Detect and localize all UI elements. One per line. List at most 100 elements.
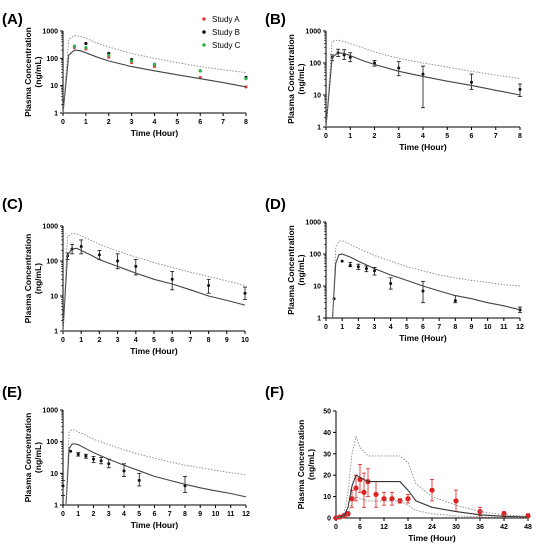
data-point <box>389 281 393 285</box>
x-axis-title: Time (Hour) <box>408 533 456 543</box>
x-tick-label: 0 <box>324 324 328 331</box>
data-point <box>453 299 457 303</box>
x-tick-label: 4 <box>153 119 157 126</box>
data-point <box>389 496 395 502</box>
y-axis-title-line: (ng/mL) <box>33 263 43 294</box>
x-tick-label: 12 <box>242 511 250 518</box>
x-tick-label: 24 <box>428 524 436 531</box>
x-tick-label: 9 <box>198 511 202 518</box>
data-point <box>364 267 368 271</box>
mean-prediction-curve <box>62 49 247 114</box>
x-tick-label: 7 <box>437 324 441 331</box>
data-point <box>397 66 401 70</box>
x-tick-label: 2 <box>92 511 96 518</box>
panel-label: (D) <box>265 196 286 213</box>
x-tick-label: 9 <box>225 337 229 344</box>
x-tick-label: 8 <box>183 511 187 518</box>
data-point <box>170 277 174 281</box>
y-axis-title-line: Plasma Concentration <box>23 27 33 117</box>
y-axis-title-line: Plasma Concentration <box>286 225 296 315</box>
x-tick-label: 3 <box>130 119 134 126</box>
x-tick-label: 1 <box>340 324 344 331</box>
data-point <box>421 289 425 293</box>
y-tick-label: 100 <box>309 61 321 68</box>
x-tick-label: 0 <box>61 119 65 126</box>
x-tick-label: 2 <box>107 119 111 126</box>
y-axis-title-line: Plasma Concentration <box>296 420 306 510</box>
data-point <box>152 62 157 66</box>
x-tick-label: 6 <box>170 337 174 344</box>
y-tick-label: 100 <box>46 439 58 446</box>
prediction-interval-curve <box>335 435 529 519</box>
data-point <box>243 291 247 295</box>
x-tick-label: 11 <box>227 511 235 518</box>
y-axis-title: Plasma Concentration(ng/mL) <box>23 234 43 324</box>
x-tick-label: 1 <box>348 133 352 140</box>
mean-prediction-curve <box>65 443 247 506</box>
x-axis-title: Time (Hour) <box>131 128 179 138</box>
x-tick-label: 6 <box>470 133 474 140</box>
x-tick-label: 8 <box>518 133 522 140</box>
data-point <box>373 269 376 273</box>
x-tick-label: 4 <box>134 337 138 344</box>
x-axis-title: Time (Hour) <box>131 520 179 530</box>
data-point <box>501 511 507 517</box>
x-tick-label: 10 <box>484 324 492 331</box>
x-axis-title: Time (Hour) <box>399 142 447 152</box>
y-tick-label: 100 <box>46 56 58 63</box>
y-axis-title: Plasma Concentration(ng/mL) <box>23 413 43 503</box>
y-axis-title-line: (ng/mL) <box>33 56 43 87</box>
x-tick-label: 30 <box>452 524 460 531</box>
chart-panel: (F) 0 6 12 18 24 30 36 42 48 0 10 20 30 40 50 Time (Hour… <box>265 384 532 543</box>
x-tick-label: 6 <box>198 119 202 126</box>
y-tick-label: 100 <box>309 252 321 259</box>
y-axis-title-line: Plasma Concentration <box>23 413 33 503</box>
data-point <box>134 264 138 268</box>
data-point <box>107 462 111 466</box>
data-point <box>116 259 120 263</box>
x-tick-label: 4 <box>421 133 425 140</box>
x-tick-label: 4 <box>389 324 393 331</box>
data-point <box>381 496 387 502</box>
y-tick-label: 1000 <box>42 29 58 36</box>
legend-marker <box>202 17 206 21</box>
y-axis-title: Plasma Concentration(ng/mL) <box>286 225 306 315</box>
data-point <box>84 41 88 46</box>
y-tick-label: 10 <box>313 93 321 100</box>
y-tick-label: 1 <box>54 503 58 510</box>
data-point <box>353 485 359 491</box>
y-tick-label: 40 <box>323 430 331 437</box>
x-tick-label: 0 <box>324 133 328 140</box>
data-point <box>97 253 101 257</box>
x-tick-label: 6 <box>358 524 362 531</box>
x-tick-label: 8 <box>244 119 248 126</box>
x-tick-label: 7 <box>494 133 498 140</box>
data-point <box>340 259 344 263</box>
data-point <box>453 498 459 504</box>
y-axis-title: Plasma Concentration(ng/mL) <box>296 420 316 510</box>
y-axis-title-line: (ng/mL) <box>306 449 316 480</box>
mean-prediction-curve <box>62 247 246 332</box>
y-tick-label: 50 <box>323 409 331 416</box>
data-point <box>72 44 77 48</box>
panel-label: (E) <box>2 384 22 401</box>
data-point <box>361 489 367 495</box>
x-tick-label: 48 <box>524 524 532 531</box>
x-tick-label: 10 <box>241 337 249 344</box>
panel-label: (A) <box>2 11 23 28</box>
y-tick-label: 10 <box>323 494 331 501</box>
x-tick-label: 2 <box>97 337 101 344</box>
data-point <box>61 484 65 488</box>
x-tick-label: 5 <box>137 511 141 518</box>
data-point <box>84 45 88 50</box>
prediction-interval-curve <box>65 429 247 506</box>
x-tick-label: 5 <box>152 337 156 344</box>
data-point <box>183 484 187 488</box>
x-axis-title: Time (Hour) <box>399 333 447 343</box>
x-tick-label: 1 <box>79 337 83 344</box>
x-tick-label: 18 <box>404 524 412 531</box>
